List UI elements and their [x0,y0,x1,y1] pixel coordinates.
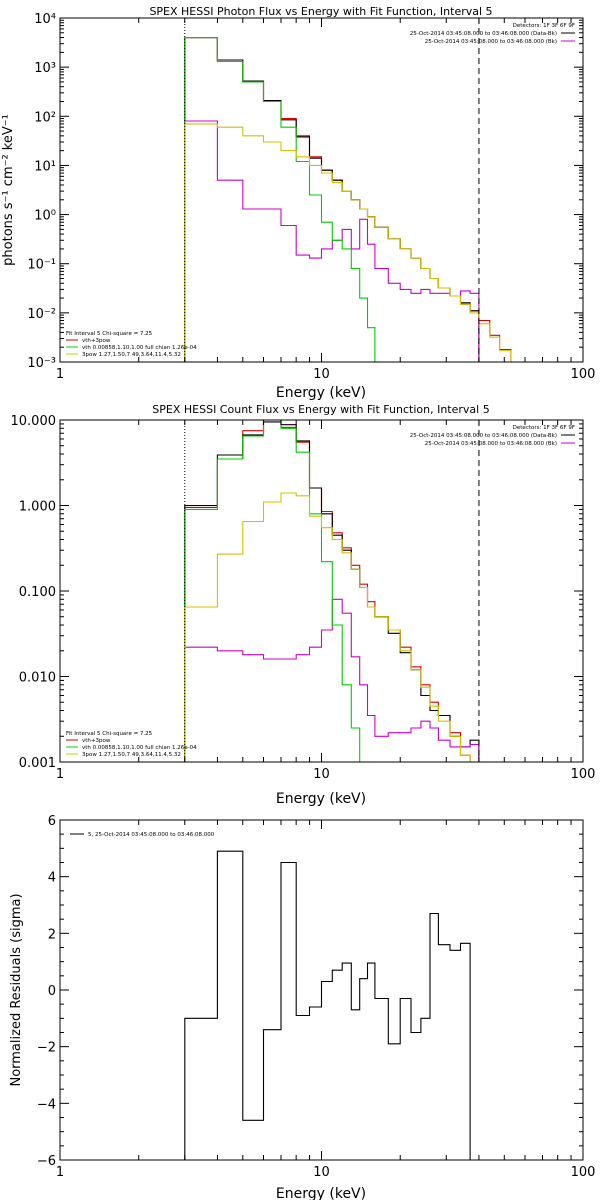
y-tick-label: 10¹ [34,159,56,174]
x-tick-label: 100 [571,1165,596,1180]
y-tick-label: 0 [48,984,56,999]
y-tick-label: 1.000 [19,500,56,515]
legend-bottom-entry: 3pow 1.27,1.50,7.49,3.64,11.4,5.32 [82,752,181,758]
legend-bottom-entry: 3pow 1.27,1.50,7.49,3.64,11.4,5.32 [82,352,181,358]
y-tick-label: −4 [37,1097,56,1112]
count-flux-panel: SPEX HESSI Count Flux vs Energy with Fit… [11,403,596,807]
x-tick-label: 1 [56,767,64,782]
y-tick-label: 10⁻¹ [27,258,56,273]
x-axis-label: Energy (keV) [276,1186,366,1200]
photon-flux-panel: SPEX HESSI Photon Flux vs Energy with Fi… [1,5,595,401]
legend-top-entry: 25-Oct-2014 03:45:08.000 to 03:46:08.000… [425,441,557,447]
legend-top-entry: 25-Oct-2014 03:45:08.000 to 03:46:08.000… [410,433,557,439]
series-line-vth [184,420,375,762]
x-tick-label: 10 [313,767,330,782]
y-tick-label: 10⁻² [27,307,56,322]
y-tick-label: 0.001 [19,756,56,771]
legend-top-entry: 25-Oct-2014 03:45:08.000 to 03:46:08.000… [410,31,557,37]
legend-bottom-entry: vth 0.00858,1.10,1.00 full chian 1.26e-0… [82,745,197,751]
y-tick-label: 10⁰ [34,209,56,224]
series-line-bk [184,598,480,762]
legend-bottom-entry: vth+3pow [82,738,111,744]
series-line-3pow [184,492,479,762]
y-tick-label: 10³ [34,61,56,76]
x-tick-label: 10 [313,367,330,382]
legend-top-entry: Detectors: 1F 3F 6F 9F [513,23,575,29]
x-tick-label: 100 [571,767,596,782]
y-tick-label: −6 [37,1154,56,1169]
residuals-panel: Normalized Residuals (sigma) Energy (keV… [9,814,595,1200]
legend-bottom-entry: vth+3pow [82,338,111,344]
y-axis-label: Normalized Residuals (sigma) [9,893,24,1086]
y-tick-label: 0.100 [19,585,56,600]
series-line-vth [184,37,401,362]
legend-top-entry: 25-Oct-2014 03:45:08.000 to 03:46:08.000… [425,39,557,45]
y-tick-label: 6 [48,814,56,829]
series-line-5-25-oct-2014-03-45-08-000-to-03-46-08-000 [184,850,479,1160]
x-tick-label: 1 [56,367,64,382]
y-tick-label: −2 [37,1041,56,1056]
y-tick-label: 2 [48,927,56,942]
y-axis-label: photons s⁻¹ cm⁻² keV⁻¹ [1,114,16,266]
x-tick-label: 100 [571,367,596,382]
chart-title: SPEX HESSI Count Flux vs Energy with Fit… [152,403,489,416]
legend-top-entry: Detectors: 1F 3F 6F 9F [513,425,575,431]
series-line-3pow [184,123,512,362]
chart-title: SPEX HESSI Photon Flux vs Energy with Fi… [149,5,492,18]
legend-bottom-entry: Fit Interval 5 Chi-square = 7.25 [66,331,153,337]
y-tick-label: 0.010 [19,671,56,686]
legend-left-entry: 5, 25-Oct-2014 03:45:08.000 to 03:46:08.… [88,832,215,838]
x-axis-label: Energy (keV) [276,791,366,807]
y-tick-label: 10⁴ [34,12,56,27]
legend-bottom-entry: vth 0.00858,1.10,1.00 full chian 1.26e-0… [82,345,197,351]
series-line-bk [184,120,480,362]
x-tick-label: 10 [313,1165,330,1180]
x-tick-label: 1 [56,1165,64,1180]
y-tick-label: 10.000 [11,414,57,429]
x-axis-label: Energy (keV) [276,385,366,401]
y-tick-label: 4 [48,871,56,886]
legend-bottom-entry: Fit Interval 5 Chi-square = 7.25 [66,731,153,737]
y-tick-label: 10² [34,110,56,125]
y-tick-label: 10⁻³ [27,356,56,371]
